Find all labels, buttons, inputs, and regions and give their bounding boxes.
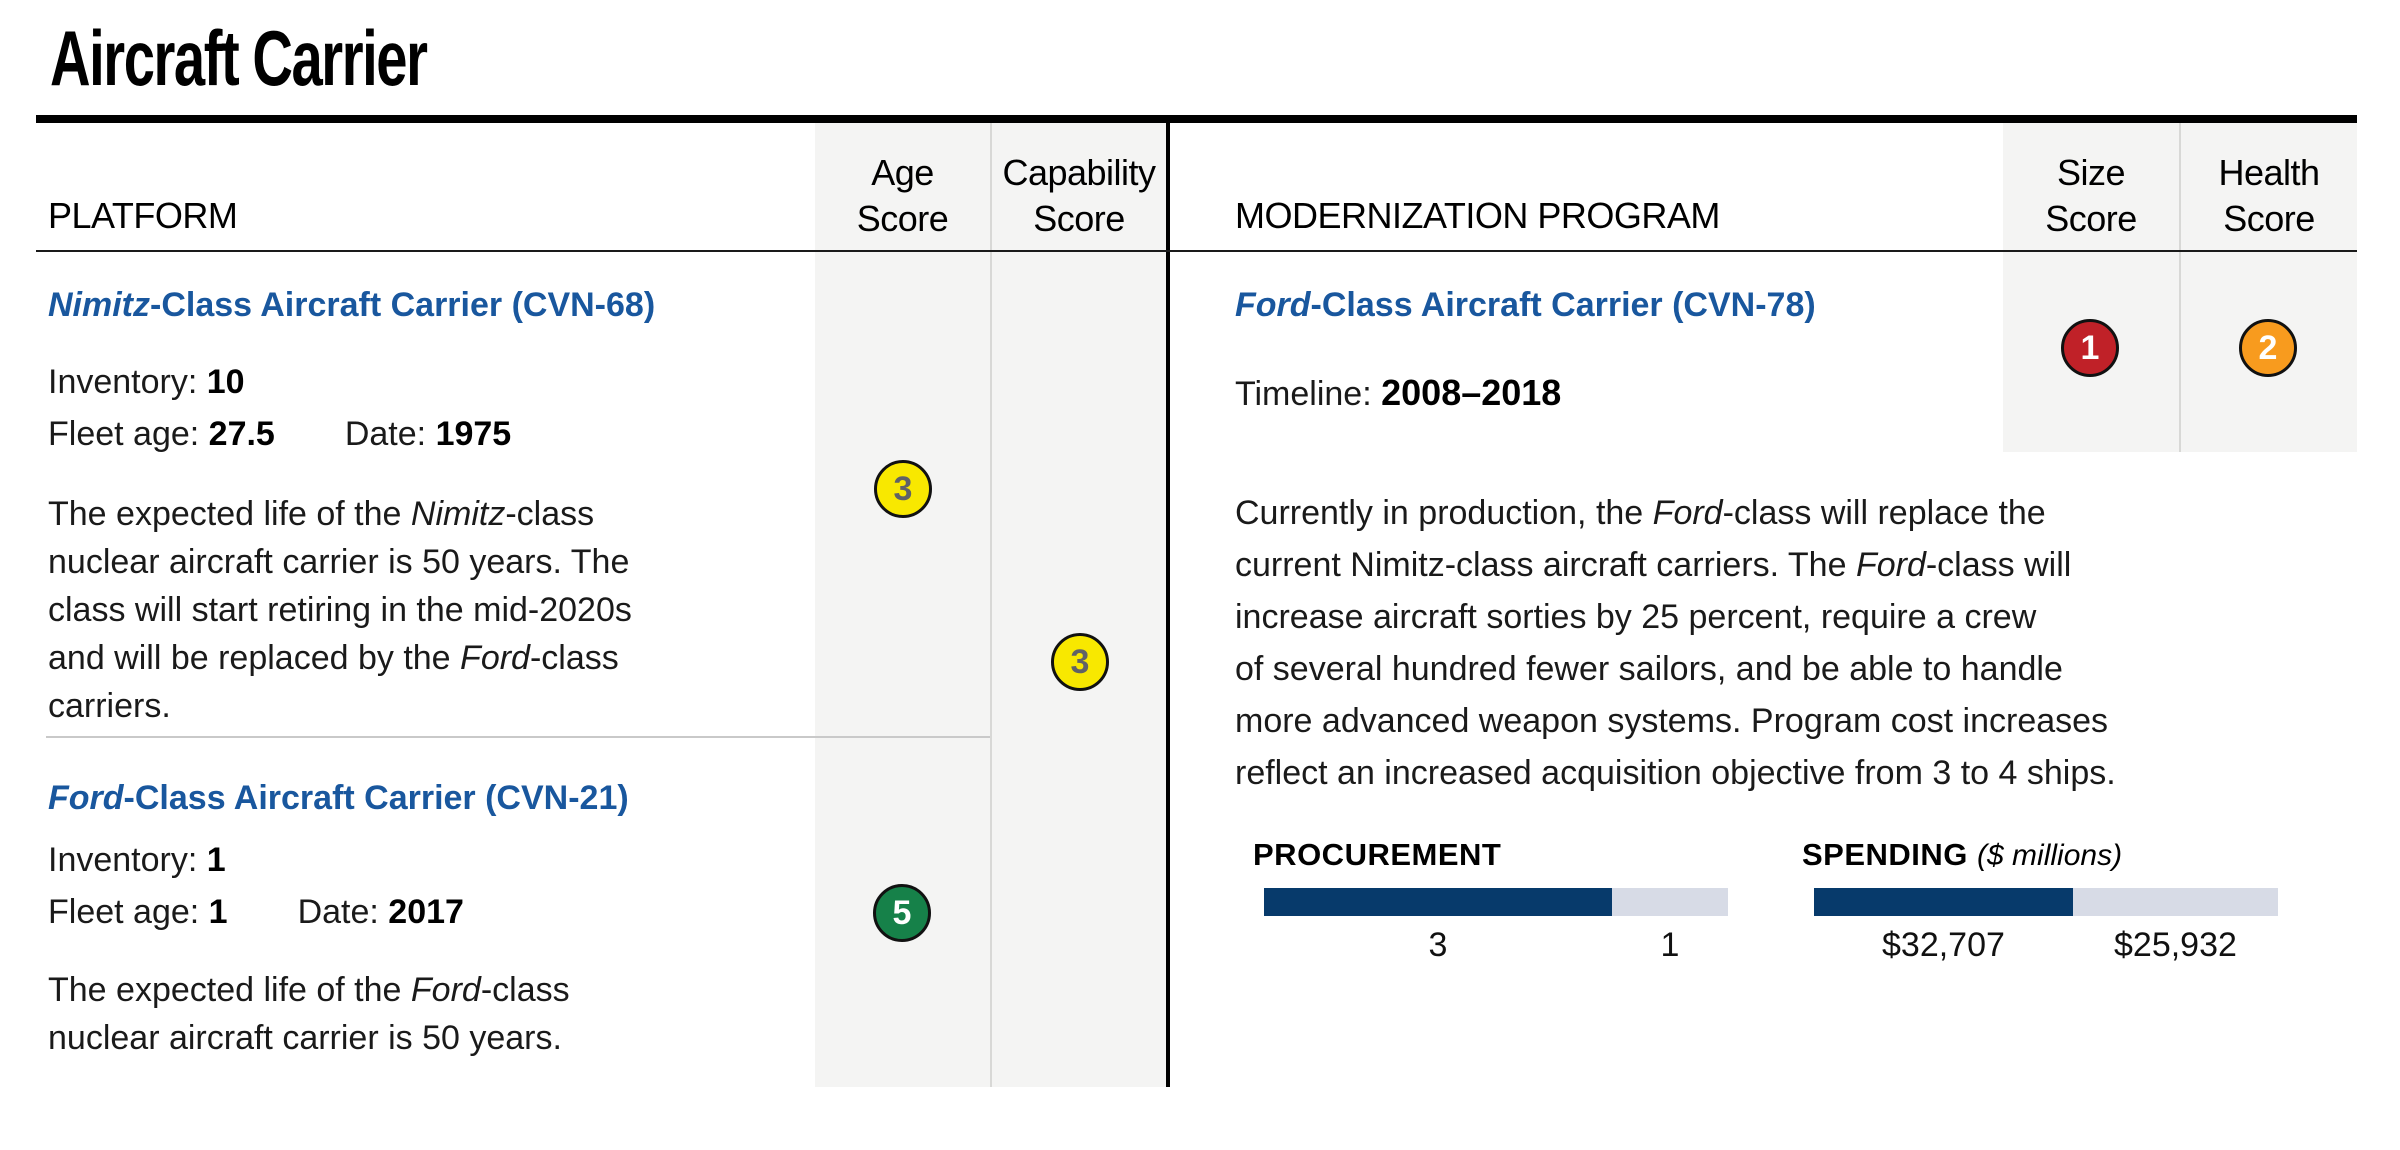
fleet-age-label: Fleet age: xyxy=(48,893,209,931)
platform-name-italic: Ford xyxy=(48,779,124,817)
program-name-ford78: Ford-Class Aircraft Carrier (CVN-78) xyxy=(1235,284,1816,326)
spending-bar-values: $32,707 $25,932 xyxy=(1814,926,2278,965)
age-capability-divider xyxy=(990,123,992,1087)
program-name-italic: Ford xyxy=(1235,286,1311,324)
platform-name-rest: -Class Aircraft Carrier (CVN-68) xyxy=(150,286,656,324)
health-score-badge: 2 xyxy=(2239,319,2297,377)
title-rule xyxy=(36,115,2357,123)
spending-remaining-value: $25,932 xyxy=(2114,926,2237,964)
section-divider-line xyxy=(1166,123,1170,1087)
spending-chart-title: SPENDING ($ millions) xyxy=(1802,838,2122,873)
capability-score-badge: 3 xyxy=(1051,633,1109,691)
platform-name-nimitz: Nimitz-Class Aircraft Carrier (CVN-68) xyxy=(48,284,655,326)
platform-name-rest: -Class Aircraft Carrier (CVN-21) xyxy=(123,779,629,817)
spending-filled-value: $32,707 xyxy=(1882,926,2005,964)
procurement-bar xyxy=(1264,888,1728,916)
spending-unit-label: ($ millions) xyxy=(1977,839,2123,872)
fleet-age-value: 27.5 xyxy=(208,415,275,453)
health-score-column-bg xyxy=(2181,123,2357,452)
size-score-badge: 1 xyxy=(2061,319,2119,377)
procurement-remaining-value: 1 xyxy=(1660,926,1680,964)
platform-column-header: PLATFORM xyxy=(48,195,238,236)
inventory-row-ford21: Inventory: 1 xyxy=(48,840,226,880)
capability-score-column-bg xyxy=(992,123,1166,1087)
procurement-bar-values: 3 1 xyxy=(1264,926,1728,965)
inventory-value: 1 xyxy=(206,841,226,879)
size-score-column-bg xyxy=(2003,123,2179,452)
date-label: Date: xyxy=(297,893,389,931)
page-title: Aircraft Carrier xyxy=(50,14,428,102)
header-underline xyxy=(36,250,2357,252)
platform-name-italic: Nimitz xyxy=(48,286,150,324)
age-score-column-header: Age Score xyxy=(856,152,949,239)
date-label: Date: xyxy=(344,415,436,453)
date-value: 1975 xyxy=(435,415,512,453)
inventory-label: Inventory: xyxy=(48,841,207,879)
health-score-column-header: Health Score xyxy=(2218,152,2320,239)
platform-row-divider xyxy=(46,736,990,738)
spending-bar-fill xyxy=(1814,888,2073,916)
spending-bar xyxy=(1814,888,2278,916)
fleet-age-row-ford21: Fleet age: 1 Date: 2017 xyxy=(48,892,464,932)
procurement-bar-fill xyxy=(1264,888,1612,916)
program-description: Currently in production, the Ford-class … xyxy=(1235,494,2116,792)
fleet-age-value: 1 xyxy=(208,893,228,931)
platform-description-nimitz: The expected life of the Nimitz-class nu… xyxy=(48,495,632,725)
age-score-badge-nimitz: 3 xyxy=(874,460,932,518)
capability-score-column-header: Capability Score xyxy=(1002,152,1156,239)
timeline-row: Timeline: 2008–2018 xyxy=(1235,373,1561,414)
inventory-value: 10 xyxy=(206,363,245,401)
size-score-column-header: Size Score xyxy=(2045,152,2137,239)
modernization-column-header: MODERNIZATION PROGRAM xyxy=(1235,195,1720,236)
platform-name-ford21: Ford-Class Aircraft Carrier (CVN-21) xyxy=(48,777,629,819)
fleet-age-row-nimitz: Fleet age: 27.5 Date: 1975 xyxy=(48,414,511,454)
timeline-value: 2008–2018 xyxy=(1381,372,1562,413)
size-health-divider xyxy=(2179,123,2181,452)
timeline-label: Timeline: xyxy=(1235,375,1382,413)
procurement-chart-title: PROCUREMENT xyxy=(1253,837,1502,872)
inventory-row-nimitz: Inventory: 10 xyxy=(48,362,245,402)
inventory-label: Inventory: xyxy=(48,363,207,401)
date-value: 2017 xyxy=(388,893,464,931)
fleet-age-label: Fleet age: xyxy=(48,415,209,453)
age-score-badge-ford21: 5 xyxy=(873,884,931,942)
platform-description-ford21: The expected life of the Ford-class nucl… xyxy=(48,971,570,1057)
spending-label: SPENDING xyxy=(1802,837,1968,872)
program-name-rest: -Class Aircraft Carrier (CVN-78) xyxy=(1310,286,1816,324)
procurement-filled-value: 3 xyxy=(1428,926,1448,964)
